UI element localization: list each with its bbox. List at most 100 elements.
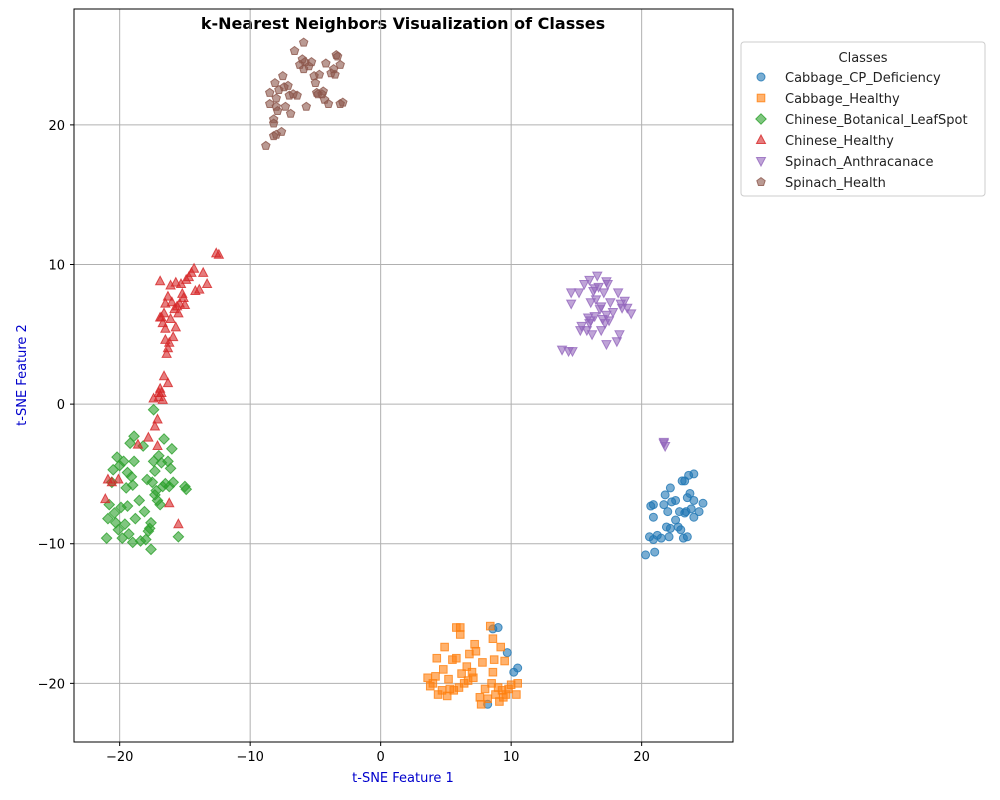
data-point [99,492,111,504]
x-tick-label: 0 [377,750,385,765]
data-point [283,80,293,90]
data-point [278,70,288,81]
data-point [665,483,675,493]
data-point [154,275,166,286]
data-point [455,630,465,639]
data-point [573,288,585,299]
x-tick-label: −20 [106,750,133,765]
data-point [264,87,275,97]
data-point [146,476,159,489]
legend-item: Chinese_Healthy [755,133,894,149]
data-point [659,500,669,510]
data-point [152,439,163,451]
y-tick-label: 10 [48,259,65,274]
data-point [611,337,623,348]
y-tick-label: 20 [48,119,65,134]
legend-label: Spinach_Anthracanace [785,155,933,170]
data-point [567,347,578,358]
data-point [166,296,178,307]
data-point [193,283,205,294]
data-point [428,679,438,688]
data-point [512,690,521,699]
data-point [118,518,131,531]
data-point [650,547,660,557]
data-point [682,532,692,542]
y-axis-label: t-SNE Feature 2 [15,324,30,426]
data-point [585,298,597,309]
data-point [298,37,309,47]
data-point [156,311,167,322]
data-point [625,309,637,320]
data-point [671,495,681,505]
data-point [462,662,472,671]
data-point [457,669,466,678]
data-point [444,674,453,684]
legend-label: Cabbage_Healthy [785,92,900,107]
data-point [314,69,325,79]
data-point [323,98,334,109]
data-point [126,479,139,492]
data-point [621,303,633,314]
data-point [102,512,114,525]
legend-marker [756,72,766,82]
data-point [578,280,590,291]
data-point [664,532,674,542]
data-point [480,684,490,694]
series-Chinese_Botanical_LeafSpot [100,403,193,556]
data-point [598,288,610,299]
data-point [489,655,499,664]
data-point [641,550,651,560]
data-point [100,532,113,545]
data-point [165,442,178,455]
data-point [500,656,509,666]
data-point [157,393,169,404]
data-point [261,140,271,150]
data-point [496,642,506,652]
data-point [591,271,603,282]
legend-marker [756,93,766,103]
data-point [158,433,170,445]
data-point [162,377,174,388]
data-point [513,679,522,688]
data-point [113,473,124,484]
data-point [614,330,625,341]
data-point [493,623,503,633]
plot-frame [73,8,734,743]
data-point [565,299,577,310]
data-point [455,623,465,632]
data-point [656,533,666,543]
series-Cabbage_CP_Deficiency [483,469,708,709]
data-point [152,413,163,424]
data-point [145,543,157,556]
data-points [99,37,708,709]
data-point [128,430,140,443]
legend-marker [755,113,767,125]
legend-marker [755,133,767,144]
data-point [660,490,670,500]
data-point [470,639,479,649]
x-axis-label: t-SNE Feature 1 [352,771,454,786]
data-point [698,498,708,508]
data-point [648,500,658,510]
data-point [439,665,448,674]
data-point [129,512,142,525]
data-point [685,488,695,498]
data-point [469,673,478,683]
data-point [601,310,612,321]
data-point [475,693,485,702]
data-point [170,321,182,332]
data-point [648,512,658,522]
data-point [122,528,135,540]
legend-label: Spinach_Health [785,176,886,191]
y-tick-label: −20 [38,677,65,692]
legend-label: Chinese_Botanical_LeafSpot [785,113,968,128]
data-point [160,322,171,333]
data-point [676,525,686,535]
data-point [605,298,616,309]
x-axis-ticks: −20 −10 0 10 20 [106,742,650,765]
data-point [485,621,495,631]
data-point [147,403,160,416]
data-point [148,465,161,478]
data-point [694,507,704,517]
